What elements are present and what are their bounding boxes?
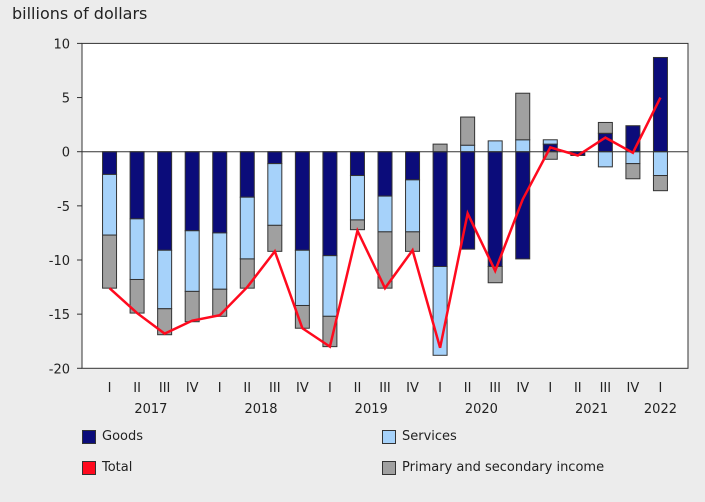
bar-goods bbox=[625, 125, 641, 153]
bar-primary-and-secondary-income bbox=[625, 163, 641, 180]
x-tick-label: IV bbox=[406, 381, 419, 396]
bar-goods bbox=[267, 151, 283, 165]
bar-goods bbox=[294, 151, 310, 251]
bar-primary-and-secondary-income bbox=[487, 265, 503, 284]
x-tick-label: IV bbox=[296, 381, 309, 396]
legend-goods: Goods bbox=[82, 429, 143, 444]
x-tick-label: III bbox=[600, 381, 612, 396]
legend-label-primary: Primary and secondary income bbox=[402, 460, 605, 475]
year-label: 2021 bbox=[575, 402, 608, 417]
bar-primary-and-secondary-income bbox=[460, 116, 476, 146]
bar-goods bbox=[515, 151, 531, 260]
x-tick-label: II bbox=[574, 381, 582, 396]
bar-services bbox=[542, 139, 558, 145]
x-tick-label: II bbox=[133, 381, 141, 396]
bar-services bbox=[597, 151, 613, 168]
bar-services bbox=[377, 195, 393, 233]
x-tick-label: IV bbox=[627, 381, 640, 396]
x-tick-label: III bbox=[489, 381, 501, 396]
legend-swatch-primary bbox=[382, 460, 396, 475]
bar-services bbox=[184, 230, 200, 292]
bar-primary-and-secondary-income bbox=[597, 121, 613, 134]
year-label: 2020 bbox=[465, 402, 498, 417]
legend-swatch-total bbox=[82, 460, 96, 475]
bar-services bbox=[515, 139, 531, 153]
x-tick-label: II bbox=[354, 381, 362, 396]
bar-goods bbox=[487, 151, 503, 267]
bar-services bbox=[102, 173, 118, 236]
bar-goods bbox=[432, 151, 448, 267]
x-tick-label: III bbox=[159, 381, 171, 396]
y-axis-label: billions of dollars bbox=[12, 4, 148, 23]
bar-services bbox=[349, 175, 365, 221]
y-tick-label: -5 bbox=[57, 200, 70, 215]
bar-goods bbox=[322, 151, 338, 257]
bar-goods bbox=[129, 151, 145, 220]
legend-services: Services bbox=[382, 429, 457, 444]
bar-primary-and-secondary-income bbox=[102, 234, 118, 289]
year-label: 2018 bbox=[244, 402, 277, 417]
bar-goods bbox=[157, 151, 173, 251]
y-tick-label: -10 bbox=[49, 254, 70, 269]
x-tick-label: I bbox=[108, 381, 112, 396]
bar-primary-and-secondary-income bbox=[267, 224, 283, 252]
bar-goods bbox=[377, 151, 393, 197]
bar-goods bbox=[349, 151, 365, 177]
y-tick-label: 10 bbox=[53, 37, 70, 52]
x-tick-label: IV bbox=[186, 381, 199, 396]
y-tick-label: 5 bbox=[62, 92, 70, 107]
bar-primary-and-secondary-income bbox=[184, 290, 200, 323]
bar-primary-and-secondary-income bbox=[239, 258, 255, 289]
legend-swatch-services bbox=[382, 429, 396, 444]
legend-total: Total bbox=[82, 460, 132, 475]
x-tick-label: II bbox=[243, 381, 251, 396]
x-tick-label: IV bbox=[516, 381, 529, 396]
bar-services bbox=[157, 249, 173, 310]
bar-goods bbox=[597, 132, 613, 153]
bar-services bbox=[405, 179, 421, 233]
bar-primary-and-secondary-income bbox=[652, 175, 668, 192]
bar-services bbox=[322, 255, 338, 317]
bar-services bbox=[267, 163, 283, 226]
bar-goods bbox=[239, 151, 255, 198]
legend-label-services: Services bbox=[402, 429, 457, 444]
legend-label-goods: Goods bbox=[102, 429, 144, 444]
bar-services bbox=[129, 218, 145, 280]
bar-primary-and-secondary-income bbox=[515, 92, 531, 141]
x-tick-label: I bbox=[218, 381, 222, 396]
bar-services bbox=[212, 232, 228, 290]
bar-primary-and-secondary-income bbox=[212, 288, 228, 317]
x-tick-label: III bbox=[379, 381, 391, 396]
bar-goods bbox=[102, 151, 118, 175]
bar-services bbox=[294, 249, 310, 306]
bar-services bbox=[460, 144, 476, 153]
y-tick-label: -20 bbox=[49, 362, 70, 377]
year-label: 2019 bbox=[355, 402, 388, 417]
x-tick-label: I bbox=[328, 381, 332, 396]
x-tick-label: I bbox=[548, 381, 552, 396]
bar-primary-and-secondary-income bbox=[432, 143, 448, 153]
y-tick-label: -15 bbox=[49, 308, 70, 323]
bar-goods bbox=[212, 151, 228, 234]
bar-services bbox=[487, 140, 503, 153]
bar-services bbox=[239, 196, 255, 260]
year-label: 2022 bbox=[644, 402, 677, 417]
legend-swatch-goods bbox=[82, 429, 96, 444]
legend-label-total: Total bbox=[102, 460, 133, 475]
y-tick-label: 0 bbox=[62, 146, 70, 161]
legend-primary: Primary and secondary income bbox=[382, 460, 604, 475]
x-tick-label: II bbox=[464, 381, 472, 396]
bar-goods bbox=[184, 151, 200, 232]
bar-services bbox=[652, 151, 668, 177]
x-tick-label: I bbox=[659, 381, 663, 396]
year-label: 2017 bbox=[134, 402, 167, 417]
x-tick-label: III bbox=[269, 381, 281, 396]
bar-goods bbox=[405, 151, 421, 181]
x-tick-label: I bbox=[438, 381, 442, 396]
